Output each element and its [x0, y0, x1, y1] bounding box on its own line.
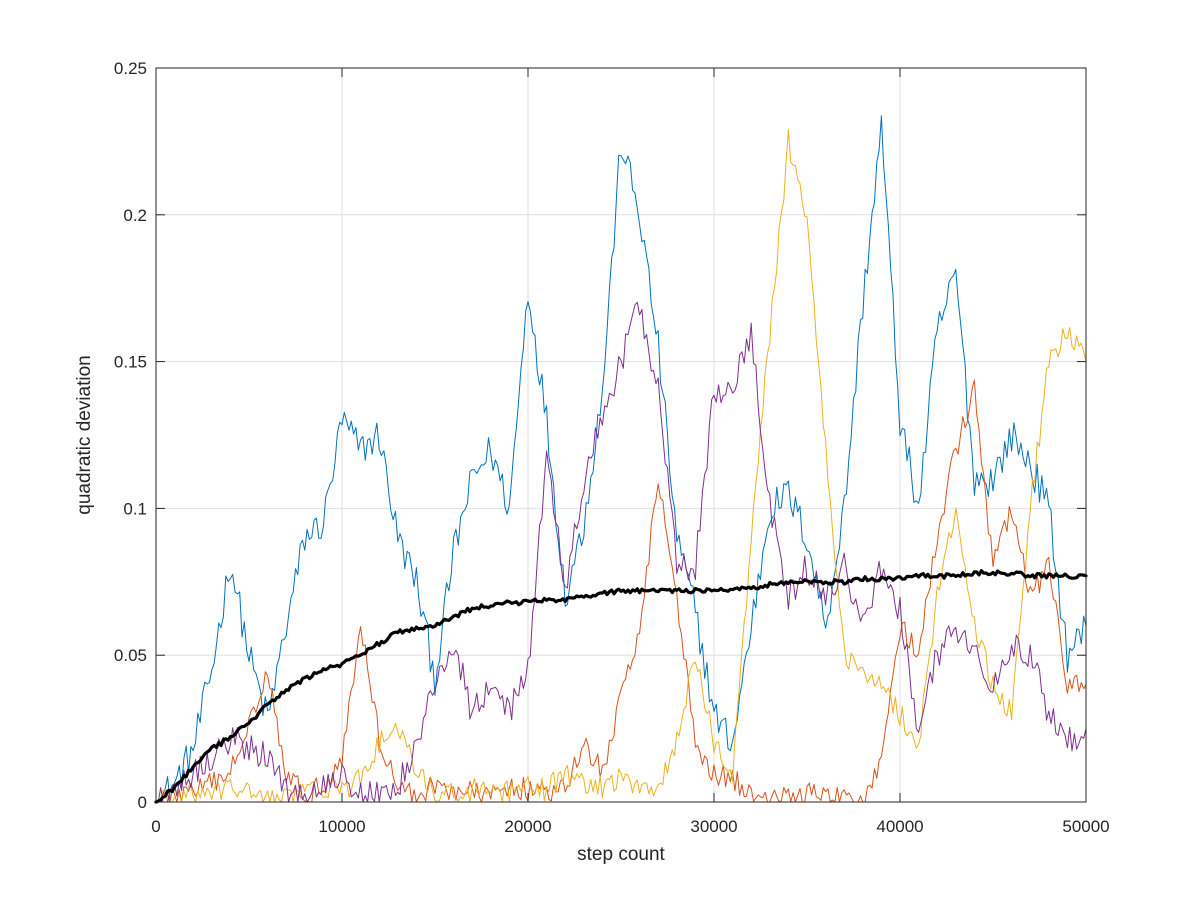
y-tick-label: 0.25 [114, 59, 147, 78]
x-axis-label: step count [577, 844, 665, 865]
y-tick-label: 0 [138, 793, 147, 812]
y-tick-label: 0.2 [123, 206, 147, 225]
x-tick-label: 50000 [1062, 817, 1109, 836]
x-tick-label: 40000 [876, 817, 923, 836]
y-tick-label: 0.1 [123, 499, 147, 518]
y-tick-label: 0.05 [114, 646, 147, 665]
y-axis-label: quadratic deviation [74, 355, 95, 515]
y-tick-label: 0.15 [114, 353, 147, 372]
series-line-4 [155, 301, 1087, 803]
x-tick-label: 10000 [318, 817, 365, 836]
tick-labels: 0 10000 20000 30000 40000 50000 0 0.05 0.1 0.15 0.… [114, 59, 1110, 836]
x-tick-label: 0 [151, 817, 160, 836]
x-tick-label: 20000 [504, 817, 551, 836]
x-tick-label: 30000 [690, 817, 737, 836]
mean-line [154, 569, 1088, 804]
plot-area [156, 68, 1086, 802]
series-line-1 [155, 115, 1087, 803]
axes-box [155, 67, 1087, 803]
series-line-3 [155, 129, 1087, 803]
tick-marks [155, 67, 1087, 803]
